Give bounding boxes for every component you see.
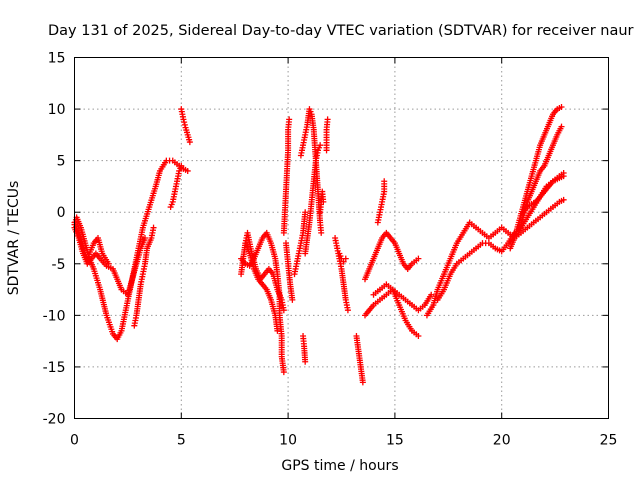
- data-point: [318, 229, 325, 236]
- x-tick-label: 10: [279, 433, 297, 449]
- x-axis-label: GPS time / hours: [281, 458, 398, 474]
- data-point: [150, 224, 157, 231]
- data-point: [181, 119, 188, 126]
- y-tick-label: -10: [43, 308, 66, 324]
- data-point: [141, 235, 148, 241]
- data-point: [340, 258, 347, 265]
- plot-frame: [74, 57, 609, 419]
- data-point: [280, 369, 287, 376]
- axis-ticks: [74, 57, 609, 419]
- data-point: [415, 332, 422, 339]
- x-tick-label: 5: [177, 433, 186, 449]
- y-tick-label: 0: [57, 205, 66, 221]
- y-tick-label: -5: [52, 257, 66, 273]
- data-point: [428, 291, 435, 298]
- data-point: [560, 196, 567, 203]
- data-point: [184, 167, 191, 174]
- x-tick-label: 25: [600, 433, 618, 449]
- y-tick-label: 5: [57, 154, 66, 170]
- data-point: [320, 198, 327, 205]
- data-point: [105, 260, 112, 267]
- y-tick-label: 10: [48, 102, 66, 118]
- data-point: [317, 142, 324, 149]
- data-point: [560, 173, 567, 180]
- x-tick-label: 0: [70, 433, 79, 449]
- data-points: [71, 104, 567, 386]
- data-point: [274, 327, 281, 334]
- data-point: [342, 255, 349, 262]
- data-point: [558, 123, 565, 130]
- data-point: [178, 162, 185, 169]
- x-tick-label: 15: [386, 433, 404, 449]
- data-point: [344, 307, 351, 314]
- chart-title: Day 131 of 2025, Sidereal Day-to-day VTE…: [48, 23, 634, 39]
- data-point: [302, 358, 309, 365]
- x-tick-label: 20: [493, 433, 511, 449]
- grid-lines: [74, 57, 609, 419]
- y-tick-label: -15: [43, 360, 66, 376]
- y-tick-label: 15: [48, 51, 66, 67]
- y-axis-label: SDTVAR / TECUs: [6, 181, 22, 296]
- data-point: [324, 116, 331, 123]
- data-point: [289, 296, 296, 303]
- y-tick-labels: -20 -15 -10 -5 0 5 10 15: [43, 51, 66, 428]
- data-point: [381, 178, 388, 185]
- data-point: [415, 255, 422, 262]
- data-point: [180, 116, 187, 123]
- y-tick-label: -20: [43, 412, 66, 428]
- x-tick-labels: 0 5 10 15 20 25: [70, 433, 617, 449]
- data-point: [302, 209, 309, 216]
- data-point: [286, 116, 293, 123]
- data-point: [359, 379, 366, 386]
- data-point: [558, 104, 565, 111]
- data-point: [181, 121, 188, 128]
- data-point: [186, 139, 193, 146]
